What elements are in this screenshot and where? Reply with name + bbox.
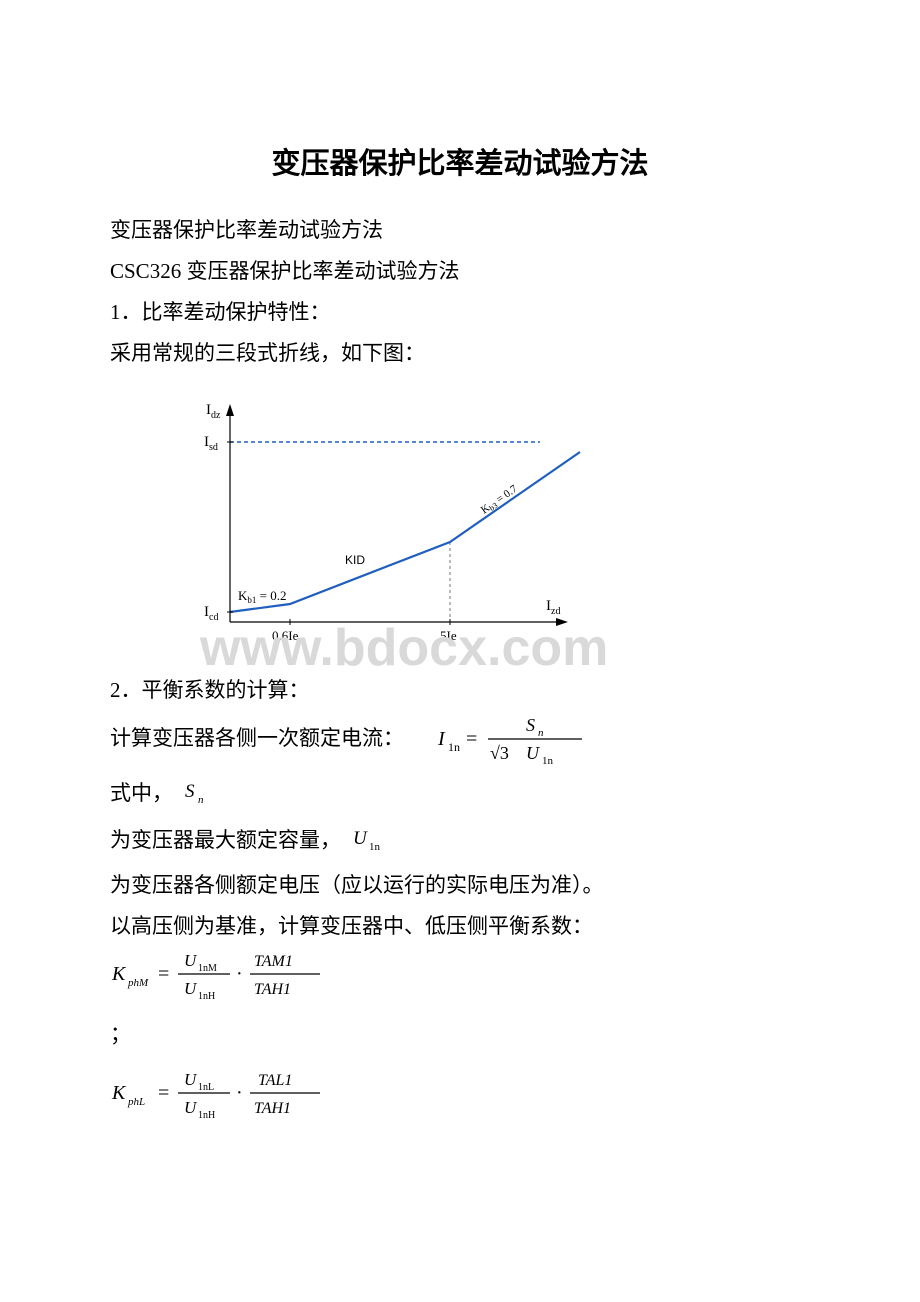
page-title: 变压器保护比率差动试验方法 [110,140,810,182]
svg-text:K: K [111,1082,127,1104]
kb3-label: Kb3 = 0.7 [479,482,521,517]
text-line: ； [110,1014,810,1055]
svg-text:·: · [236,963,243,985]
differential-chart: Idz Isd Icd Izd 0.6Ie 5Ie Kb1 = 0.2 KID … [150,382,660,662]
text-line: CSC326 变压器保护比率差动试验方法 [110,251,810,292]
chart-wrapper: Idz Isd Icd Izd 0.6Ie 5Ie Kb1 = 0.2 KID … [110,382,810,662]
svg-text:S: S [526,715,535,735]
y-arrow-icon [226,404,234,416]
text-line: 式中， [110,773,173,814]
text-line: 以高压侧为基准，计算变压器中、低压侧平衡系数： [110,906,810,947]
svg-text:=: = [466,728,477,750]
svg-text:U: U [526,743,540,763]
text-line: 变压器保护比率差动试验方法 [110,210,810,251]
text-line: 为变压器最大额定容量， [110,820,341,861]
formula-kphl: K phL = U 1nL U 1nH · TAL1 TAH1 [110,1065,370,1121]
icd-label: Icd [204,604,218,623]
kid-label: KID [345,553,365,567]
svg-text:1nH: 1nH [198,991,215,1002]
svg-text:U: U [184,951,198,970]
svg-text:phL: phL [127,1096,145,1108]
formula-row: 为变压器最大额定容量， U 1n [110,820,810,861]
svg-text:1n: 1n [369,841,381,853]
svg-text:I: I [437,728,446,750]
text-line: 1．比率差动保护特性： [110,292,810,333]
svg-text:S: S [185,781,195,802]
y-axis-label: Idz [206,402,221,421]
formula-kphm: K phM = U 1nM U 1nH · TAM1 TAH1 [110,946,370,1002]
formula-row: 式中， S n [110,773,810,814]
svg-text:√3: √3 [490,743,509,763]
text-line: 采用常规的三段式折线，如下图： [110,333,810,374]
svg-text:U: U [184,979,198,998]
svg-text:U: U [353,828,368,849]
svg-text:TAL1: TAL1 [258,1072,292,1089]
svg-text:phM: phM [127,977,149,989]
svg-text:TAH1: TAH1 [254,1100,291,1117]
svg-text:n: n [198,794,204,806]
x-tick-label: 5Ie [440,628,457,643]
kb1-label: Kb1 = 0.2 [238,588,286,605]
x-axis-label: Izd [546,598,560,617]
svg-text:U: U [184,1098,198,1117]
svg-text:U: U [184,1070,198,1089]
svg-text:1nL: 1nL [198,1082,214,1093]
formula-u1n: U 1n [351,826,395,854]
svg-text:=: = [158,963,169,985]
svg-text:1n: 1n [448,740,460,754]
x-arrow-icon [556,618,568,626]
text-line: 为变压器各侧额定电压（应以运行的实际电压为准）。 [110,865,810,906]
svg-text:1nH: 1nH [198,1110,215,1121]
formula-sn: S n [183,779,219,807]
x-tick-label: 0.6Ie [272,628,299,643]
svg-text:K: K [111,963,127,985]
svg-text:TAH1: TAH1 [254,981,291,998]
svg-text:n: n [538,727,544,739]
document-body: 变压器保护比率差动试验方法 CSC326 变压器保护比率差动试验方法 1．比率差… [110,210,810,1121]
text-line: 计算变压器各侧一次额定电流： [110,718,404,759]
formula-i1n: I 1n = S n √3 U 1n [432,711,602,767]
svg-text:1nM: 1nM [198,963,217,974]
formula-row: 计算变压器各侧一次额定电流： I 1n = S n √3 U 1n [110,711,810,767]
isd-label: Isd [204,434,218,453]
svg-text:1n: 1n [542,755,554,767]
svg-text:=: = [158,1082,169,1104]
svg-text:·: · [236,1082,243,1104]
svg-text:TAM1: TAM1 [254,953,293,970]
text-line: 2．平衡系数的计算： [110,670,810,711]
